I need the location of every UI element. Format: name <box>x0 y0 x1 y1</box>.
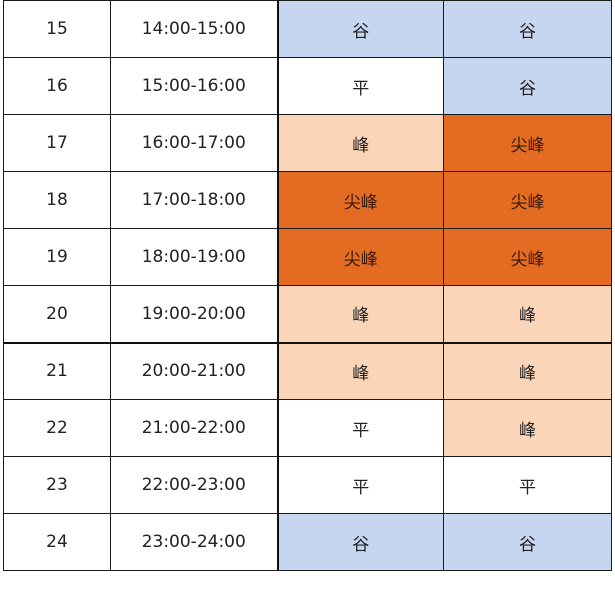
table-row: 16 15:00-16:00 平 谷 <box>3 57 612 115</box>
period-index-cell: 24 <box>3 513 111 571</box>
tariff-level-cell-a: 谷 <box>277 0 444 58</box>
table-body: 15 14:00-15:00 谷 谷 16 15:00-16:00 平 谷 17… <box>3 0 612 571</box>
time-range-cell: 21:00-22:00 <box>110 399 279 457</box>
period-index-cell: 23 <box>3 456 111 514</box>
table-row: 15 14:00-15:00 谷 谷 <box>3 0 612 58</box>
tariff-level-cell-a: 峰 <box>277 285 444 343</box>
tariff-level-cell-a: 平 <box>277 57 444 115</box>
time-range-cell: 17:00-18:00 <box>110 171 279 229</box>
tariff-level-cell-a: 尖峰 <box>277 171 444 229</box>
tariff-level-cell-a: 峰 <box>277 114 444 172</box>
time-range-cell: 18:00-19:00 <box>110 228 279 286</box>
period-index-cell: 15 <box>3 0 111 58</box>
tariff-level-cell-b: 谷 <box>443 0 612 58</box>
tariff-level-cell-a: 尖峰 <box>277 228 444 286</box>
period-index-cell: 17 <box>3 114 111 172</box>
table-row: 22 21:00-22:00 平 峰 <box>3 399 612 457</box>
tariff-level-cell-b: 尖峰 <box>443 171 612 229</box>
period-index-cell: 22 <box>3 399 111 457</box>
tariff-level-cell-a: 平 <box>277 456 444 514</box>
time-range-cell: 19:00-20:00 <box>110 285 279 343</box>
table-row: 18 17:00-18:00 尖峰 尖峰 <box>3 171 612 229</box>
tariff-level-cell-b: 峰 <box>443 399 612 457</box>
tariff-level-cell-b: 平 <box>443 456 612 514</box>
tariff-level-cell-a: 平 <box>277 399 444 457</box>
period-index-cell: 20 <box>3 285 111 343</box>
table-row: 21 20:00-21:00 峰 峰 <box>3 341 612 400</box>
time-range-cell: 16:00-17:00 <box>110 114 279 172</box>
tariff-level-cell-b: 峰 <box>443 341 612 400</box>
tariff-level-cell-a: 谷 <box>277 513 444 571</box>
period-index-cell: 19 <box>3 228 111 286</box>
time-range-cell: 22:00-23:00 <box>110 456 279 514</box>
time-range-cell: 23:00-24:00 <box>110 513 279 571</box>
time-range-cell: 14:00-15:00 <box>110 0 279 58</box>
time-range-cell: 20:00-21:00 <box>110 341 279 400</box>
table-row: 23 22:00-23:00 平 平 <box>3 456 612 514</box>
tariff-level-cell-a: 峰 <box>277 341 444 400</box>
time-range-cell: 15:00-16:00 <box>110 57 279 115</box>
table-row: 24 23:00-24:00 谷 谷 <box>3 513 612 571</box>
tariff-level-cell-b: 尖峰 <box>443 114 612 172</box>
table-row: 17 16:00-17:00 峰 尖峰 <box>3 114 612 172</box>
tariff-level-cell-b: 峰 <box>443 285 612 343</box>
period-index-cell: 18 <box>3 171 111 229</box>
time-of-use-tariff-table: 15 14:00-15:00 谷 谷 16 15:00-16:00 平 谷 17… <box>3 0 612 571</box>
period-index-cell: 21 <box>3 341 111 400</box>
tariff-level-cell-b: 谷 <box>443 513 612 571</box>
tariff-level-cell-b: 谷 <box>443 57 612 115</box>
table-row: 19 18:00-19:00 尖峰 尖峰 <box>3 228 612 286</box>
period-index-cell: 16 <box>3 57 111 115</box>
table-row: 20 19:00-20:00 峰 峰 <box>3 285 612 343</box>
tariff-level-cell-b: 尖峰 <box>443 228 612 286</box>
